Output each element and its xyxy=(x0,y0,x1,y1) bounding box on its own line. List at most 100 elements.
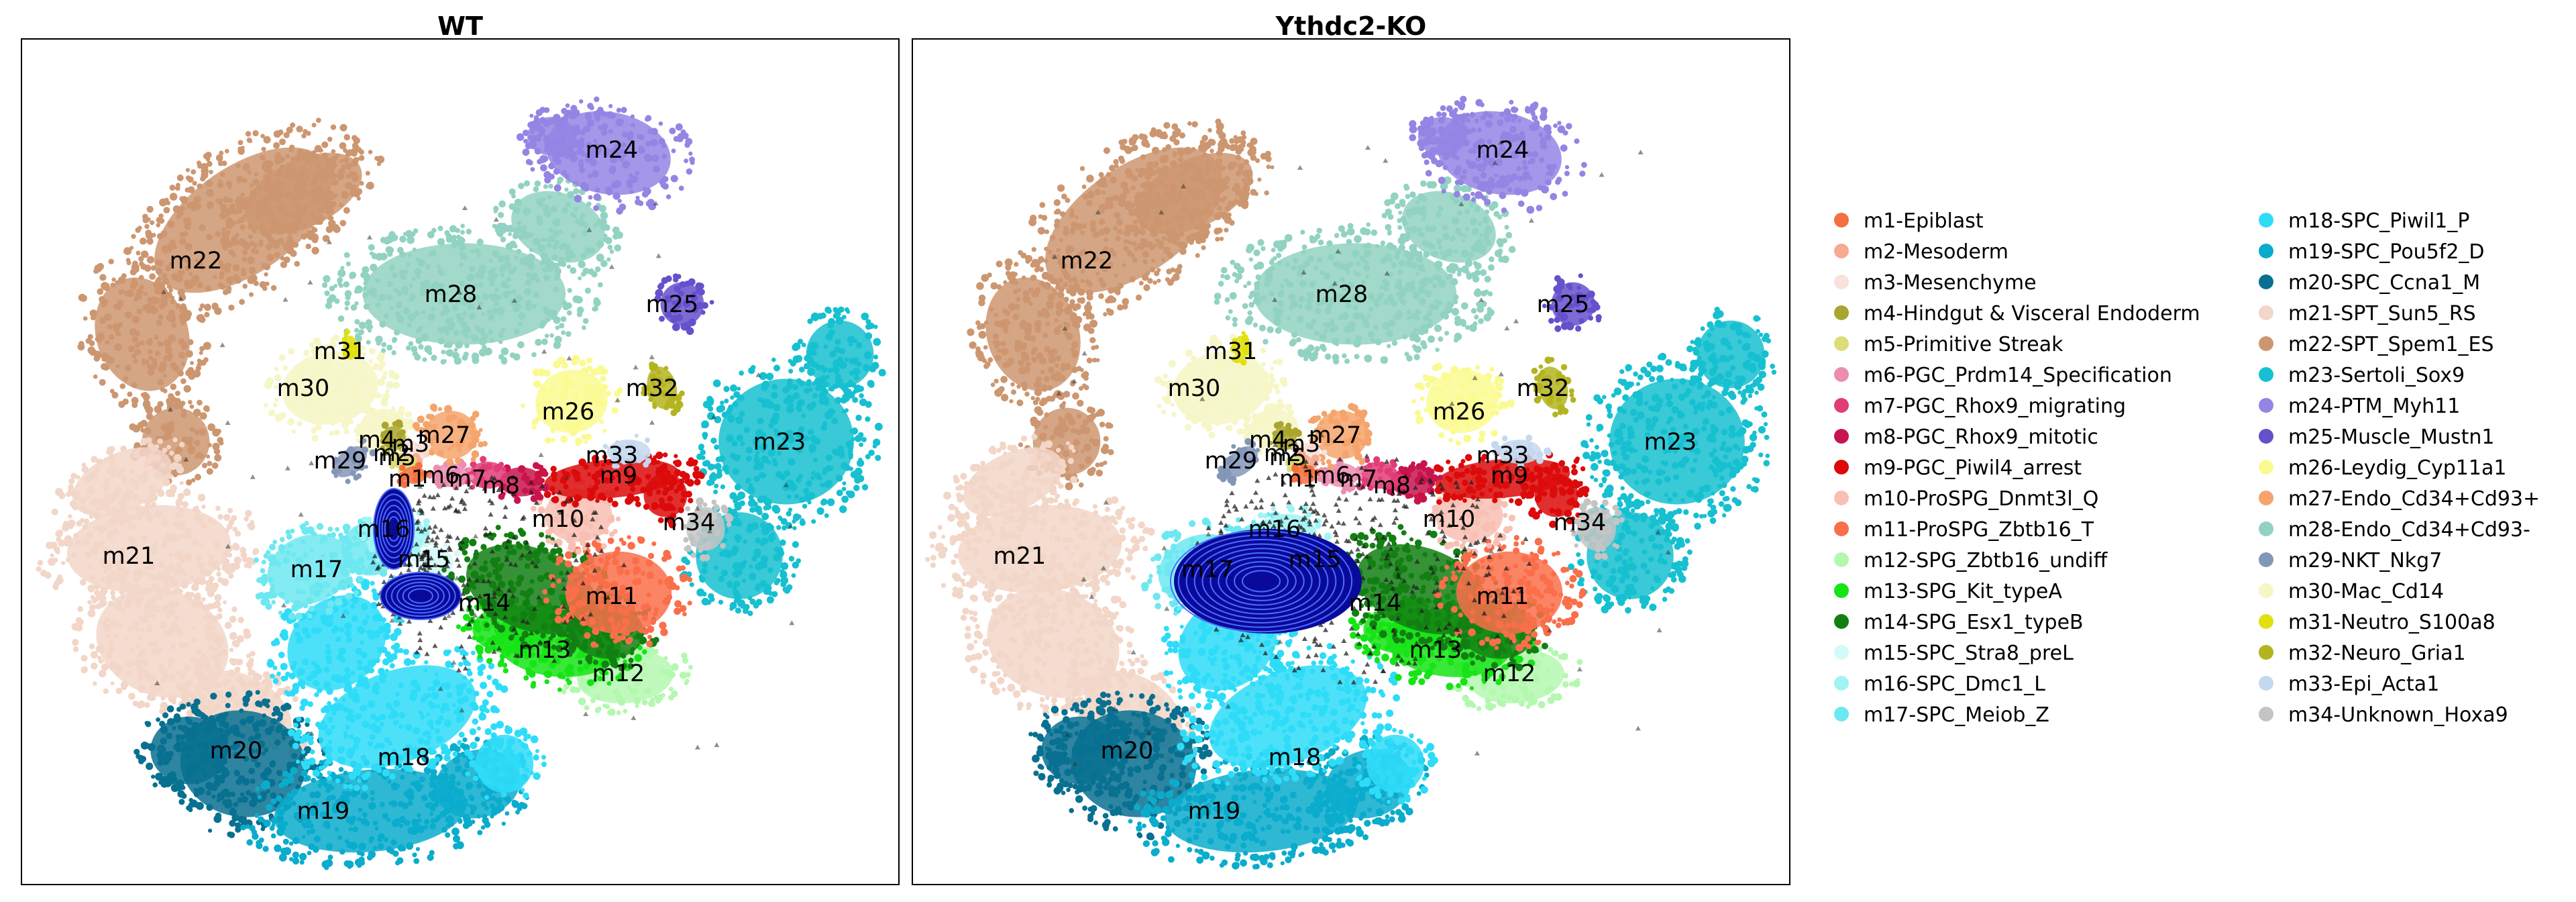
point xyxy=(201,162,209,171)
point xyxy=(250,183,254,188)
point xyxy=(177,790,185,798)
point xyxy=(199,316,206,323)
point xyxy=(157,438,163,444)
point xyxy=(80,295,87,302)
point xyxy=(198,307,203,312)
point xyxy=(712,379,721,387)
point xyxy=(799,519,806,526)
point xyxy=(301,233,307,240)
point xyxy=(449,225,457,233)
point xyxy=(545,262,551,268)
point xyxy=(89,340,95,346)
point xyxy=(339,283,343,288)
point xyxy=(206,160,213,167)
point xyxy=(204,303,211,311)
point xyxy=(684,559,690,565)
point xyxy=(291,687,299,695)
point xyxy=(283,132,290,138)
point xyxy=(327,854,333,860)
point xyxy=(768,591,773,596)
point xyxy=(453,835,460,843)
point xyxy=(182,670,187,674)
point xyxy=(327,526,333,532)
point xyxy=(382,370,388,376)
point xyxy=(335,527,340,532)
point xyxy=(146,238,154,245)
point xyxy=(290,156,296,162)
point xyxy=(186,479,193,486)
point xyxy=(617,199,622,203)
cluster-core xyxy=(527,117,576,156)
point xyxy=(343,428,350,435)
point xyxy=(217,577,224,583)
point xyxy=(199,303,205,309)
point xyxy=(242,695,250,703)
point xyxy=(471,352,480,360)
point xyxy=(252,228,258,234)
point xyxy=(543,170,551,179)
point xyxy=(260,598,268,606)
point xyxy=(303,776,308,783)
point xyxy=(37,560,44,566)
point xyxy=(696,453,703,460)
point xyxy=(498,200,506,208)
point xyxy=(191,169,197,174)
point xyxy=(207,423,215,432)
point xyxy=(710,480,715,485)
point xyxy=(196,802,204,810)
point xyxy=(261,819,266,823)
point xyxy=(816,507,824,515)
point xyxy=(553,316,561,324)
point xyxy=(782,525,787,531)
point xyxy=(262,671,270,679)
point xyxy=(111,277,116,282)
point xyxy=(566,331,572,337)
point xyxy=(77,606,83,612)
point xyxy=(292,722,299,728)
point xyxy=(449,821,454,827)
point xyxy=(281,778,290,787)
point xyxy=(91,662,98,670)
point xyxy=(99,589,107,597)
point xyxy=(452,352,460,360)
point xyxy=(163,207,170,213)
point xyxy=(600,260,608,268)
point xyxy=(203,405,210,412)
point xyxy=(150,574,157,581)
point xyxy=(350,150,358,157)
point xyxy=(861,312,869,321)
point xyxy=(381,374,386,380)
point xyxy=(316,523,324,530)
point xyxy=(305,717,311,723)
point xyxy=(345,295,351,301)
point xyxy=(322,235,330,242)
point xyxy=(90,595,95,600)
point xyxy=(263,403,268,408)
point xyxy=(131,397,139,405)
point xyxy=(203,342,211,350)
point xyxy=(427,854,434,861)
point xyxy=(820,500,826,506)
point xyxy=(327,701,331,706)
point xyxy=(266,162,272,168)
point xyxy=(168,288,173,293)
point xyxy=(270,833,276,839)
point xyxy=(873,354,879,360)
point xyxy=(369,251,374,256)
point xyxy=(249,292,254,297)
point xyxy=(187,186,195,194)
point xyxy=(635,199,641,205)
point xyxy=(144,405,150,411)
point xyxy=(873,338,881,346)
point xyxy=(203,357,209,362)
point xyxy=(841,495,849,503)
point xyxy=(80,579,87,586)
point xyxy=(658,121,663,126)
point xyxy=(593,297,600,303)
point xyxy=(263,136,271,144)
point xyxy=(102,596,107,601)
point xyxy=(390,644,396,650)
point xyxy=(285,530,291,535)
point xyxy=(177,493,184,500)
point xyxy=(326,297,333,304)
